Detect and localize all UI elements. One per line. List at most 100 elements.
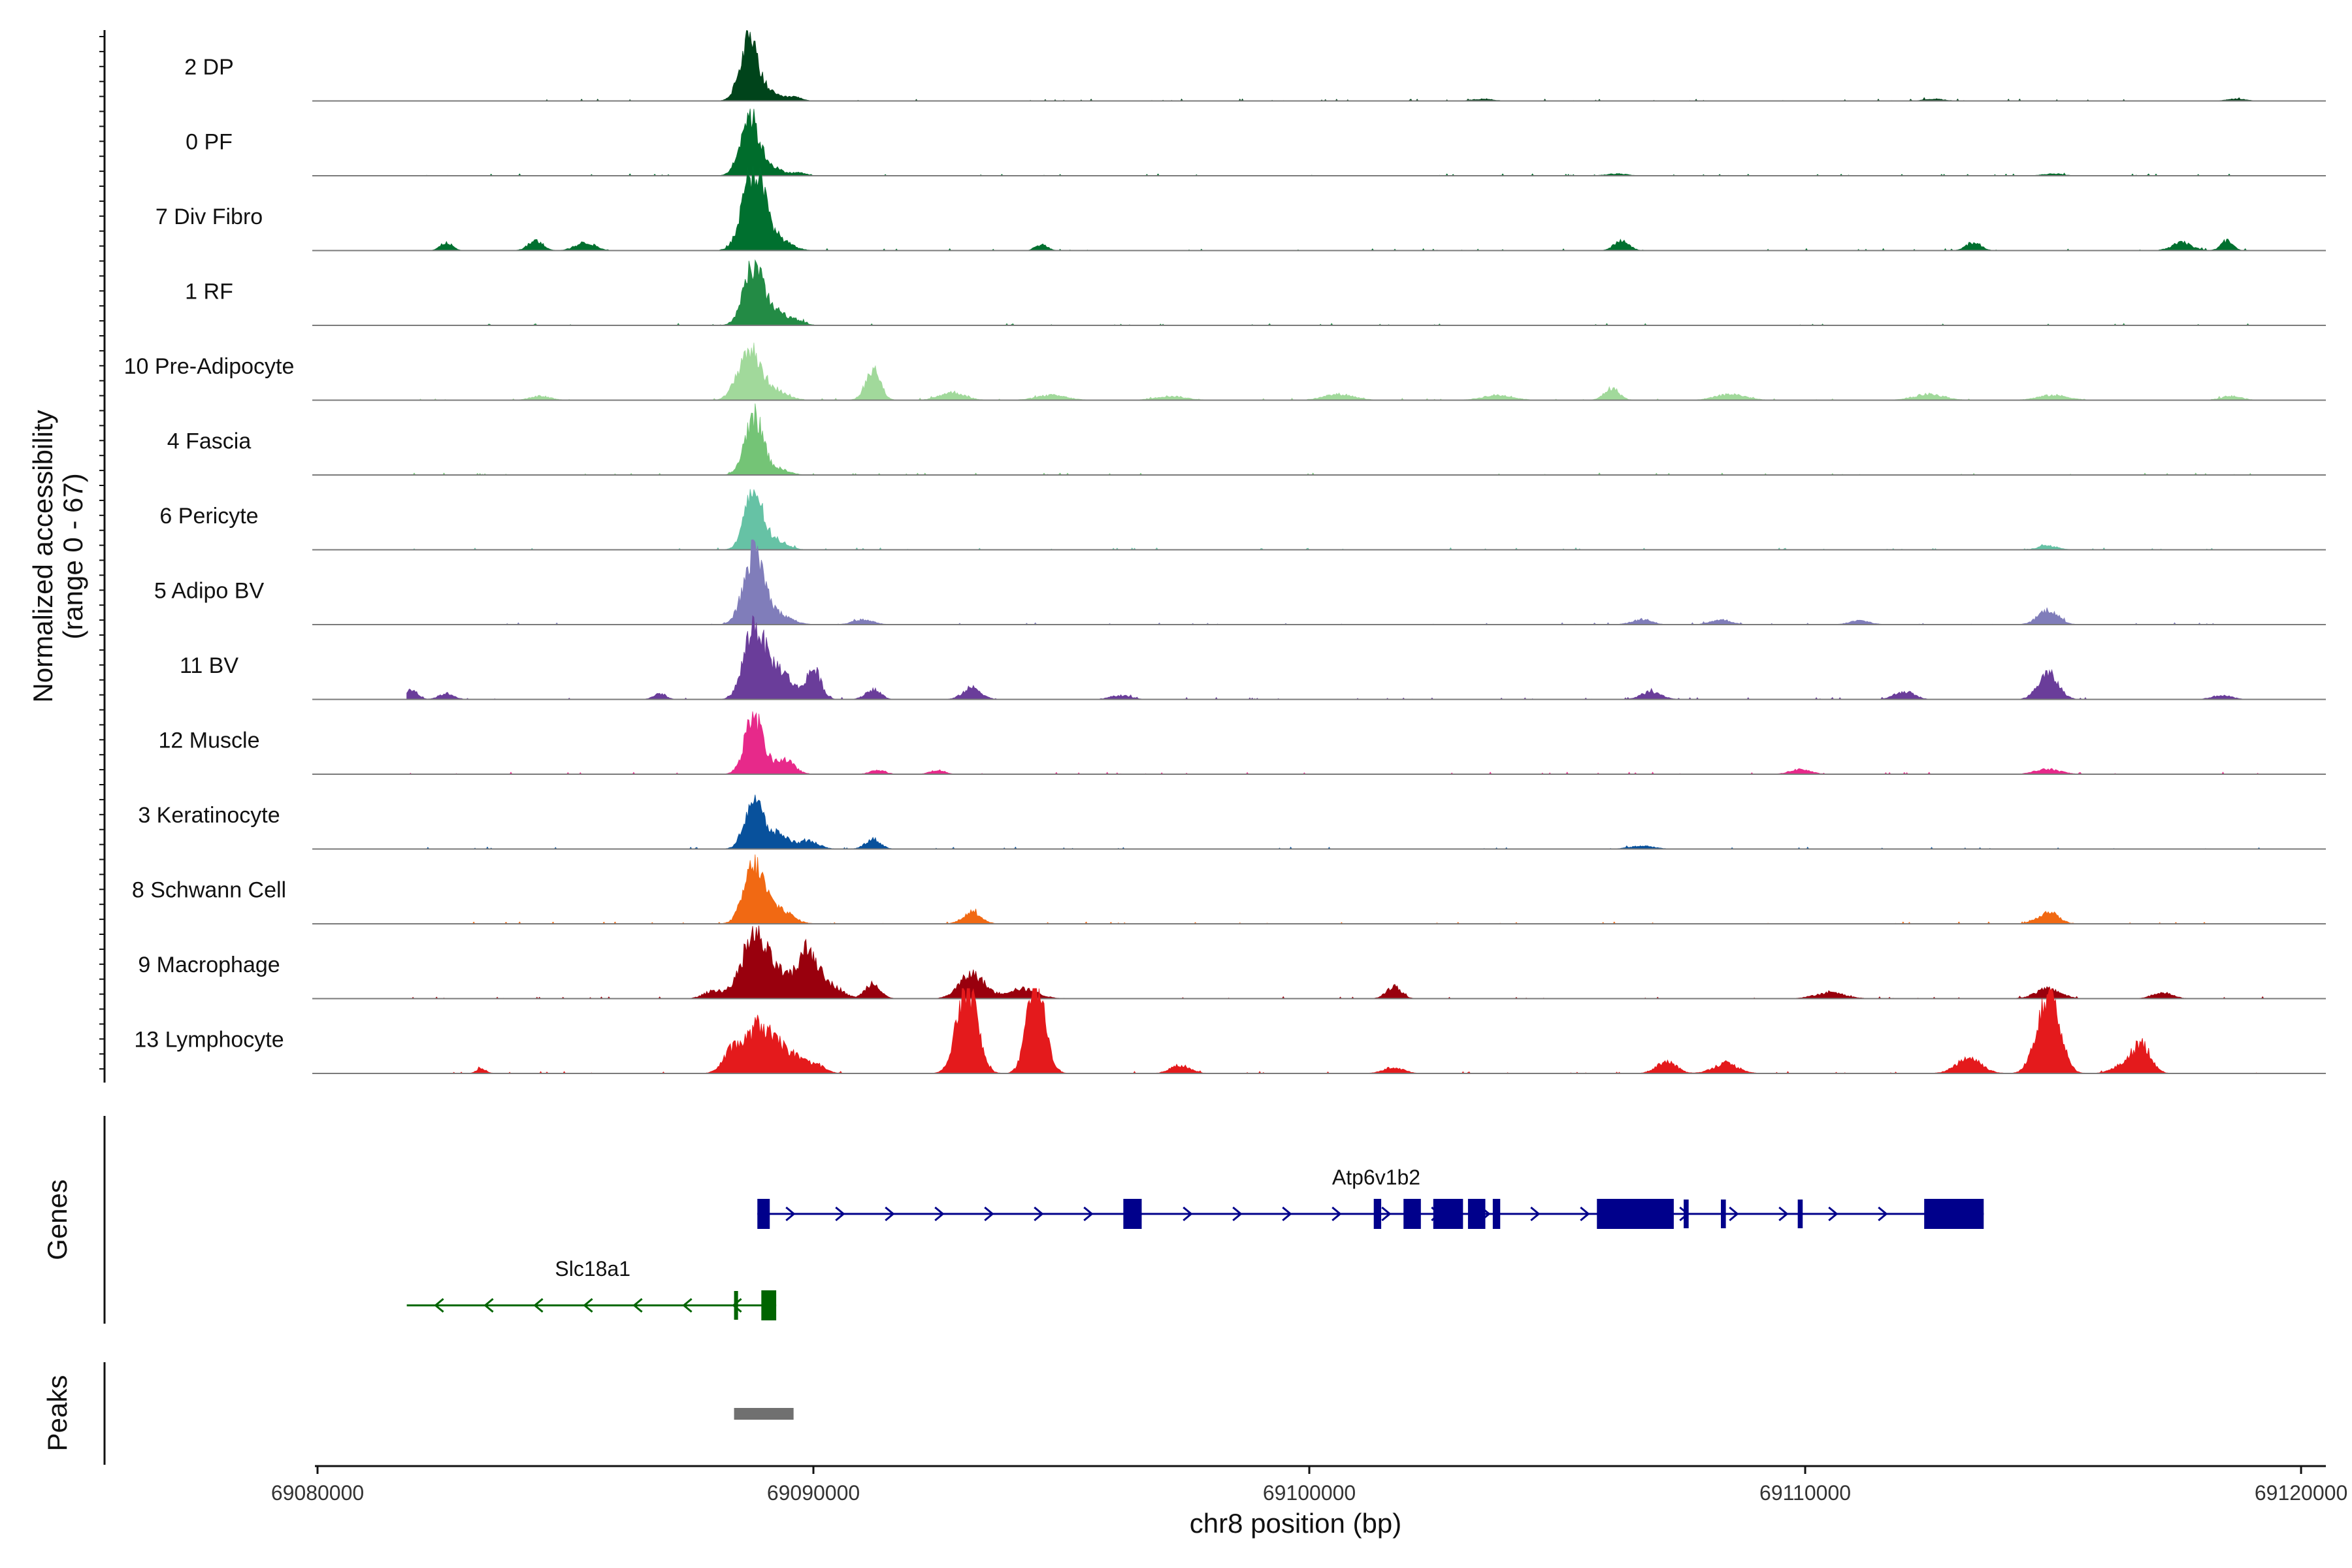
x-tick-label: 69090000 <box>767 1481 860 1505</box>
strand-arrow <box>583 1298 593 1313</box>
track-6-pericyte: 6 Pericyte <box>159 489 2326 551</box>
x-axis-title: chr8 position (bp) <box>1190 1508 1402 1539</box>
track-label: 8 Schwann Cell <box>132 878 286 903</box>
exon <box>1403 1199 1421 1229</box>
track-signal <box>406 711 2267 775</box>
track-label: 2 DP <box>184 55 234 80</box>
track-3-keratinocyte: 3 Keratinocyte <box>138 794 2326 850</box>
track-signal <box>406 854 2266 924</box>
track-1-rf: 1 RF <box>185 259 2326 326</box>
track-label: 7 Div Fibro <box>155 204 263 229</box>
gene-label: Atp6v1b2 <box>1332 1166 1420 1189</box>
track-signal <box>406 615 2266 700</box>
strand-arrow <box>1530 1206 1541 1222</box>
y-axis-title: Normalized accessibility(range 0 - 67) <box>27 410 88 702</box>
track-label: 0 PF <box>186 130 233 155</box>
strand-arrow <box>885 1206 895 1222</box>
exon <box>1797 1200 1803 1228</box>
exon <box>1684 1200 1689 1228</box>
peaks-panel-title: Peaks <box>42 1375 73 1452</box>
gene-slc18a1: Slc18a1 <box>406 1257 777 1320</box>
strand-arrow <box>1778 1206 1789 1222</box>
strand-arrow <box>934 1206 945 1222</box>
y-axis-title-line: Normalized accessibility <box>27 410 58 702</box>
track-10-pre-adipocyte: 10 Pre-Adipocyte <box>124 342 2326 401</box>
strand-arrow <box>984 1206 994 1222</box>
track-signal <box>406 539 2266 625</box>
track-label: 1 RF <box>185 280 233 304</box>
strand-arrow <box>835 1206 845 1222</box>
gene-atp6v1b2: Atp6v1b2 <box>757 1166 1984 1229</box>
track-11-bv: 11 BV <box>180 615 2326 700</box>
exon <box>734 1291 738 1320</box>
strand-arrow <box>1331 1206 1342 1222</box>
track-signal <box>406 259 2266 326</box>
track-7-div-fibro: 7 Div Fibro <box>155 165 2326 252</box>
strand-arrow <box>1034 1206 1044 1222</box>
peak-region <box>734 1408 794 1420</box>
x-tick-label: 69080000 <box>271 1481 364 1505</box>
accessibility-tracks: 2 DP 0 PF 7 Div Fibro 1 RF 10 Pre-Adipocyte 4… <box>124 30 2326 1074</box>
gene-label: Slc18a1 <box>555 1257 630 1281</box>
exon <box>1492 1199 1501 1229</box>
track-label: 10 Pre-Adipocyte <box>124 354 295 379</box>
track-0-pf: 0 PF <box>186 108 2326 176</box>
genes-panel-title: Genes <box>42 1179 73 1260</box>
track-signal <box>406 794 2266 850</box>
strand-arrow <box>1828 1206 1838 1222</box>
strand-arrow <box>632 1298 643 1313</box>
exon <box>1597 1199 1674 1229</box>
strand-arrow <box>1381 1206 1392 1222</box>
track-signal <box>406 925 2266 1000</box>
exon <box>1123 1199 1142 1229</box>
strand-arrow <box>1282 1206 1292 1222</box>
strand-arrow <box>1729 1206 1739 1222</box>
strand-arrow <box>483 1298 494 1313</box>
track-label: 6 Pericyte <box>159 504 258 529</box>
exon <box>757 1199 770 1229</box>
track-8-schwann-cell: 8 Schwann Cell <box>132 854 2326 924</box>
track-label: 13 Lymphocyte <box>134 1028 284 1053</box>
track-label: 5 Adipo BV <box>154 579 265 604</box>
exon <box>1721 1200 1726 1228</box>
track-13-lymphocyte: 13 Lymphocyte <box>134 987 2326 1074</box>
exon <box>1467 1199 1486 1229</box>
x-tick-label: 69120000 <box>2255 1481 2347 1505</box>
exon <box>1924 1199 1984 1229</box>
peaks-panel: Peaks <box>42 1362 794 1465</box>
left-axes: Normalized accessibility(range 0 - 67) <box>27 30 106 1083</box>
track-signal <box>406 489 2266 551</box>
track-signal <box>406 30 2266 102</box>
strand-arrow <box>1183 1206 1193 1222</box>
x-tick-label: 69100000 <box>1263 1481 1356 1505</box>
strand-arrow <box>1083 1206 1094 1222</box>
strand-arrow <box>1580 1206 1590 1222</box>
track-12-muscle: 12 Muscle <box>159 711 2326 775</box>
y-axis-title-line: (range 0 - 67) <box>57 473 88 639</box>
strand-arrow <box>533 1298 544 1313</box>
strand-arrow <box>1878 1206 1888 1222</box>
exon <box>1433 1199 1463 1229</box>
track-5-adipo-bv: 5 Adipo BV <box>154 539 2326 625</box>
strand-arrow <box>732 1298 742 1313</box>
x-axis: 69080000 69090000 69100000 69110000 69120000… <box>271 1465 2347 1539</box>
track-label: 4 Fascia <box>167 429 252 454</box>
strand-arrow <box>785 1206 796 1222</box>
track-signal <box>406 108 2266 176</box>
track-signal <box>406 165 2266 251</box>
track-signal <box>406 342 2266 400</box>
track-label: 11 BV <box>180 653 238 678</box>
strand-arrow <box>682 1298 693 1313</box>
track-label: 12 Muscle <box>159 728 260 753</box>
exon <box>761 1290 777 1320</box>
track-signal <box>406 987 2266 1074</box>
strand-arrow <box>1232 1206 1243 1222</box>
genes-panel: Genes Atp6v1b2 Slc18a1 <box>42 1116 1984 1324</box>
track-label: 3 Keratinocyte <box>138 803 280 828</box>
strand-arrow <box>434 1298 444 1313</box>
track-4-fascia: 4 Fascia <box>167 403 2326 476</box>
exon <box>1373 1199 1382 1229</box>
track-9-macrophage: 9 Macrophage <box>138 925 2326 1000</box>
track-2-dp: 2 DP <box>184 30 2326 102</box>
